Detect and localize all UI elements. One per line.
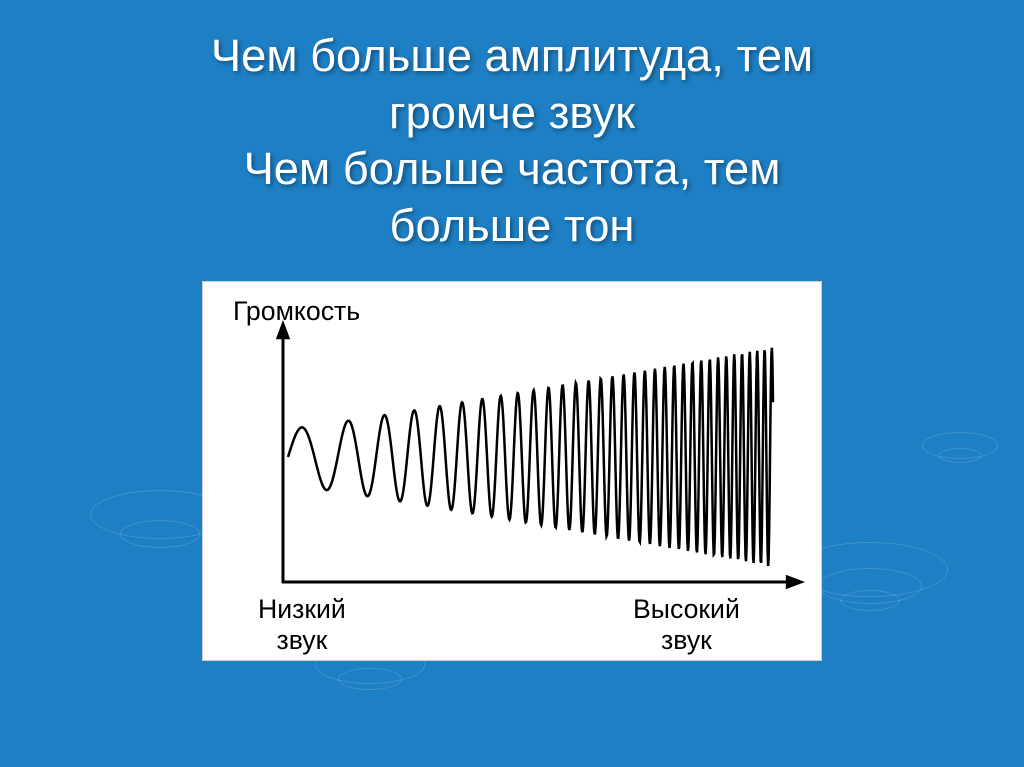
ripple [922,432,998,459]
chart-panel: Громкость Низкий звук Высокий звук [202,281,822,661]
ripple [120,520,200,548]
title-line-4: больше тон [40,198,984,255]
chirp-wave [288,347,773,565]
title-line-1: Чем больше амплитуда, тем [40,28,984,85]
title-line-3: Чем больше частота, тем [40,141,984,198]
ripple [938,448,982,463]
ripple [840,590,900,611]
title-line-2: громче звук [40,85,984,142]
ripple [818,568,922,604]
chart-svg [203,282,823,662]
slide-title: Чем больше амплитуда, тем громче звук Че… [0,0,1024,273]
ripple [338,668,402,690]
